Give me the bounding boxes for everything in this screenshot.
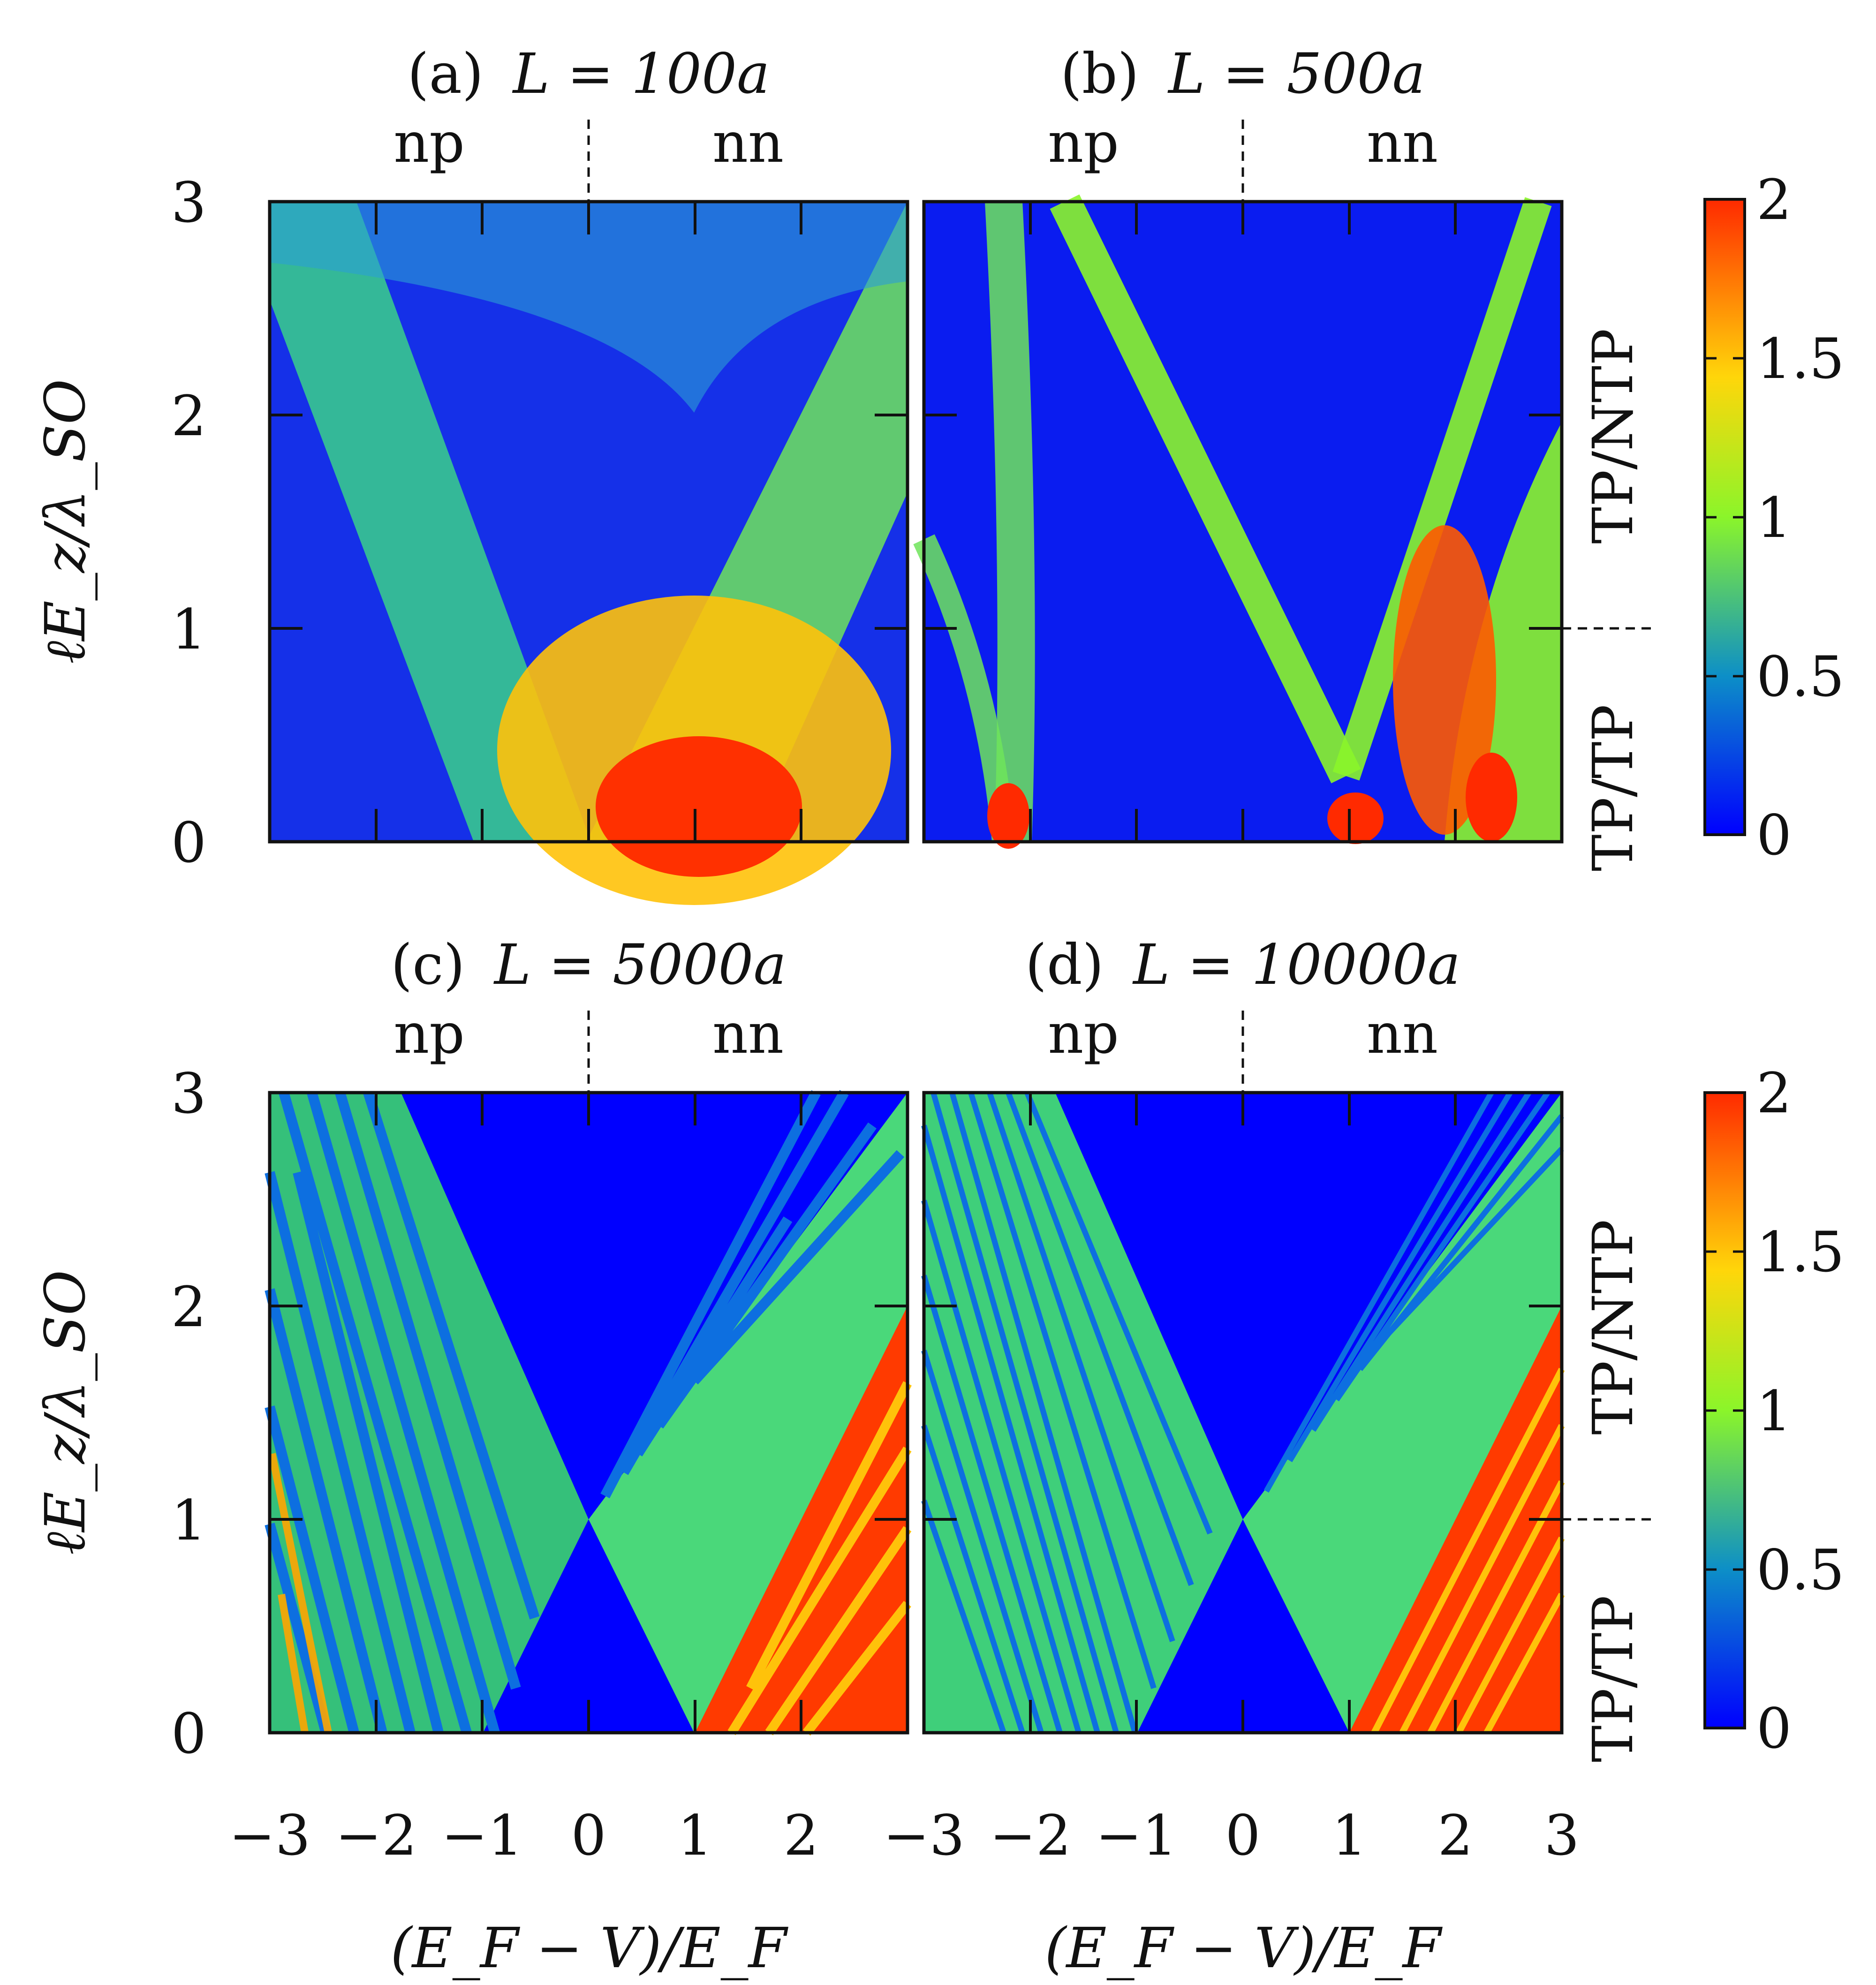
panel-d-xtick-1: 1 — [1331, 1803, 1367, 1868]
panel-d-title-prefix: (d) — [1025, 932, 1104, 997]
panel-a-plot-area — [268, 200, 909, 905]
panel-c-region-nn: nn — [712, 1001, 784, 1066]
panel-c-xtick-m1: −1 — [441, 1803, 523, 1868]
panel-b-heatmap-peak-1 — [987, 783, 1029, 849]
panel-c-xtick-2: 2 — [783, 1803, 818, 1868]
panel-d-ticks — [924, 1093, 1562, 1733]
panel-d-phase-lower: TP/TP — [1581, 1595, 1645, 1762]
colorbar-top-ticks — [1705, 357, 1745, 678]
panel-b-title-math: L = 500a — [1167, 41, 1425, 106]
panel-b-heatmap-band-3 — [985, 200, 1035, 843]
panel-c-ylabel: ℓE_z/λ_SO — [33, 1270, 98, 1555]
panel-b-phase-upper: TP/NTP — [1581, 328, 1645, 543]
panel-c-ytick-1: 1 — [171, 1488, 206, 1553]
panel-a-title: (a) L = 100a — [408, 41, 770, 106]
panel-b-heatmap-band-1 — [1050, 194, 1361, 784]
panel-a-ytick-1: 1 — [171, 597, 206, 662]
panel-a-ytick-3: 3 — [171, 170, 206, 235]
panel-d-xlabel: (E_F − V)/E_F — [1045, 1916, 1443, 1980]
panel-c-title: (c) L = 5000a — [391, 932, 787, 997]
panel-d-title: (d) L = 10000a — [1025, 932, 1460, 997]
colorbar-bottom-tick-2: 2 — [1756, 1061, 1792, 1125]
panel-a-heatmap-peak — [596, 736, 802, 877]
panel-c-xtick-0: 0 — [571, 1803, 606, 1868]
colorbar-top-tick-1.5: 1.5 — [1756, 326, 1845, 391]
panel-d-xtick-m3: −3 — [883, 1803, 965, 1868]
panel-c-heatmap-red-region — [695, 1306, 908, 1733]
panel-a-ytick-0: 0 — [171, 810, 206, 875]
panel-c-xtick-m3: −3 — [229, 1803, 310, 1868]
colorbar-top: 0 0.5 1 1.5 2 — [1703, 167, 1845, 868]
panel-b-region-nn: nn — [1367, 110, 1438, 175]
panel-c-xtick-1: 1 — [677, 1803, 712, 1868]
panel-c-ytick-0: 0 — [171, 1701, 206, 1766]
colorbar-bottom-ticks — [1705, 1250, 1745, 1571]
panel-d-heatmap-left-fringes — [921, 1091, 1213, 1734]
panel-d-xtick-m1: −1 — [1096, 1803, 1177, 1868]
panel-c-ytick-2: 2 — [171, 1275, 206, 1339]
panel-a-heatmap-band-left — [270, 202, 591, 842]
panel-c-heatmap-left-region — [270, 1093, 589, 1733]
panel-c-heatmap-left-hot-spots — [268, 1453, 332, 1734]
panel-d-xtick-m2: −2 — [990, 1803, 1071, 1868]
panel-c-xtick-m2: −2 — [335, 1803, 417, 1868]
panel-c-title-math: L = 5000a — [493, 932, 787, 997]
panel-b-heatmap-warm-region — [1393, 525, 1496, 835]
panel-b-heatmap-peak-2 — [1327, 792, 1384, 844]
panel-a-region-nn: nn — [712, 110, 784, 175]
panel-c-title-prefix: (c) — [391, 932, 465, 997]
colorbar-top-tick-1: 1 — [1756, 485, 1792, 550]
colorbar-top-tick-0: 0 — [1756, 803, 1792, 868]
panel-d-xtick-0: 0 — [1225, 1803, 1260, 1868]
panel-b: (b) L = 500a np nn TP/NTP — [913, 41, 1656, 871]
panel-d-xtick-3: 3 — [1544, 1803, 1579, 1868]
panel-b-ticks — [924, 202, 1562, 842]
panel-d-heatmap-red-region — [1349, 1306, 1562, 1733]
colorbar-top-tick-2: 2 — [1756, 167, 1792, 232]
colorbar-bottom-tick-1: 1 — [1756, 1379, 1792, 1443]
panel-d-heatmap-red-fringes — [1371, 1367, 1565, 1735]
panel-a-title-prefix: (a) — [408, 41, 484, 106]
panel-d-phase-upper: TP/NTP — [1581, 1219, 1645, 1434]
panel-b-plot-area — [913, 194, 1564, 849]
panel-b-region-np: np — [1048, 110, 1119, 175]
colorbar-top-tick-0.5: 0.5 — [1756, 644, 1845, 709]
panel-c-heatmap-right-fringes — [600, 1090, 905, 1499]
panel-d-plot-area — [921, 1091, 1565, 1735]
panel-d-region-nn: nn — [1367, 1001, 1438, 1066]
panel-c-heatmap-left-fringes — [265, 1091, 540, 1735]
panel-a-ylabel: ℓE_z/λ_SO — [33, 379, 98, 664]
panel-c-heatmap-red-fringes — [727, 1381, 912, 1736]
panel-a-title-math: L = 100a — [512, 41, 770, 106]
panel-a-region-np: np — [393, 110, 465, 175]
colorbar-bottom-tick-0.5: 0.5 — [1756, 1538, 1845, 1602]
panel-d-heatmap-right-fringes — [1263, 1091, 1564, 1493]
panel-c-ytick-3: 3 — [171, 1061, 206, 1126]
panel-a-ticks — [270, 202, 908, 842]
colorbar-bottom-tick-0: 0 — [1756, 1696, 1792, 1761]
panel-d-heatmap-left-region — [924, 1093, 1243, 1733]
colorbar-bottom: 0 0.5 1 1.5 2 — [1703, 1061, 1845, 1761]
panel-c-plot-area — [265, 1090, 912, 1736]
panel-c-ticks — [270, 1093, 908, 1733]
panel-b-heatmap-peak-3 — [1466, 753, 1517, 842]
panel-b-title-prefix: (b) — [1060, 41, 1139, 106]
panel-b-phase-lower: TP/TP — [1581, 704, 1645, 871]
panel-a: (a) L = 100a np nn 0 1 2 3 ℓE_z/λ_SO — [33, 41, 909, 905]
panel-c-xlabel: (E_F − V)/E_F — [391, 1916, 789, 1980]
panel-a-ytick-2: 2 — [171, 384, 206, 448]
panel-d: (d) L = 10000a np nn TP/NTP TP/TP −3 −2 — [883, 932, 1656, 1980]
panel-b-heatmap-band-2 — [1332, 197, 1552, 781]
panel-b-title: (b) L = 500a — [1060, 41, 1425, 106]
panel-c-region-np: np — [393, 1001, 465, 1066]
panel-a-heatmap-top-band — [270, 202, 908, 413]
panel-d-title-math: L = 10000a — [1132, 932, 1460, 997]
colorbar-bottom-tick-1.5: 1.5 — [1756, 1220, 1845, 1284]
panel-d-xtick-2: 2 — [1437, 1803, 1473, 1868]
panel-c: (c) L = 5000a np nn 0 1 2 3 ℓE_z/ — [33, 932, 912, 1980]
panel-d-region-np: np — [1048, 1001, 1119, 1066]
